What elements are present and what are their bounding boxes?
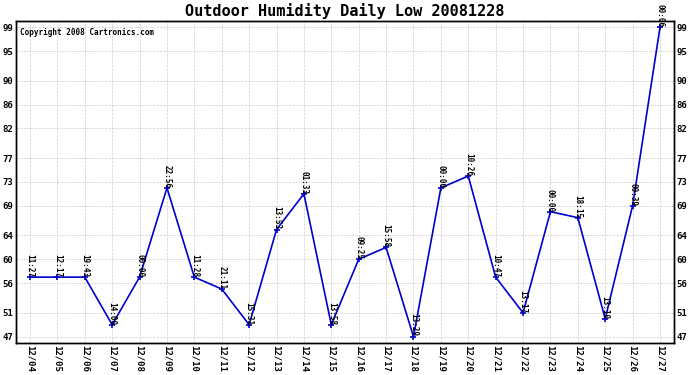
Text: 19:43: 19:43 [80, 254, 89, 277]
Text: 13:10: 13:10 [601, 296, 610, 319]
Text: 13:58: 13:58 [327, 302, 336, 325]
Text: 11:28: 11:28 [190, 254, 199, 277]
Text: 01:33: 01:33 [299, 171, 308, 194]
Text: 00:39: 00:39 [628, 183, 637, 206]
Text: 10:26: 10:26 [464, 153, 473, 176]
Text: 13:53: 13:53 [272, 206, 281, 230]
Text: 15:58: 15:58 [382, 224, 391, 248]
Text: 00:00: 00:00 [135, 254, 144, 277]
Text: 21:11: 21:11 [217, 266, 226, 289]
Text: 10:47: 10:47 [491, 254, 500, 277]
Text: 14:00: 14:00 [108, 302, 117, 325]
Text: Copyright 2008 Cartronics.com: Copyright 2008 Cartronics.com [19, 28, 154, 37]
Text: 12:17: 12:17 [53, 254, 62, 277]
Text: 13:29: 13:29 [409, 314, 418, 337]
Text: 22:56: 22:56 [162, 165, 171, 188]
Text: 11:27: 11:27 [26, 254, 34, 277]
Title: Outdoor Humidity Daily Low 20081228: Outdoor Humidity Daily Low 20081228 [186, 3, 504, 19]
Text: 15:31: 15:31 [245, 302, 254, 325]
Text: 18:15: 18:15 [573, 195, 582, 217]
Text: 09:25: 09:25 [354, 236, 363, 259]
Text: 13:17: 13:17 [519, 290, 528, 313]
Text: 00:06: 00:06 [656, 4, 664, 27]
Text: 00:00: 00:00 [436, 165, 445, 188]
Text: 00:00: 00:00 [546, 189, 555, 212]
